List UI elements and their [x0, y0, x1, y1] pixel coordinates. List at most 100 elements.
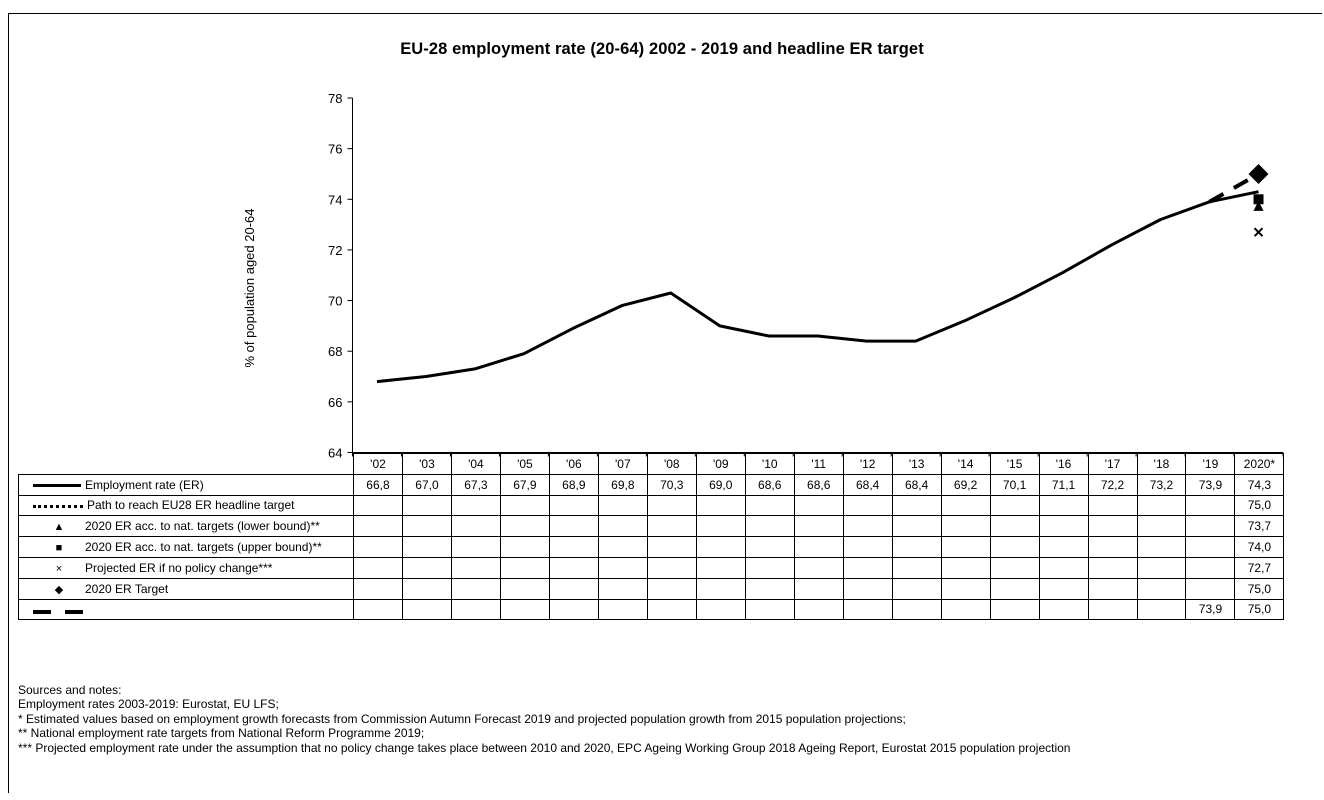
- data-cell: [450, 598, 501, 621]
- triangle-icon: ▲: [53, 521, 65, 534]
- data-cell: [842, 494, 893, 517]
- data-cell: [597, 515, 648, 538]
- data-cell: [1038, 577, 1089, 600]
- data-cell: [401, 536, 452, 558]
- data-cell: 68,9: [548, 473, 599, 496]
- data-cell: [401, 515, 452, 538]
- data-cell: [353, 556, 403, 579]
- data-cell: [891, 494, 942, 517]
- data-cell: [989, 515, 1040, 538]
- data-cell: [744, 556, 795, 579]
- series-label: Employment rate (ER): [18, 473, 354, 496]
- data-cell: [1087, 598, 1138, 621]
- table-header-cell: '04: [450, 453, 501, 475]
- table-header-cell: '16: [1038, 453, 1089, 475]
- data-cell: [989, 577, 1040, 600]
- note-line: *** Projected employment rate under the …: [18, 740, 1071, 755]
- data-cell: [1038, 494, 1089, 517]
- table-header-cell: '12: [842, 453, 893, 475]
- table-header-row: '02'03'04'05'06'07'08'09'10'11'12'13'14 '…: [19, 453, 1285, 475]
- data-cell: [1038, 515, 1089, 538]
- data-cell: [793, 556, 844, 579]
- series-label: ■ 2020 ER acc. to nat. targets (upper bou…: [18, 536, 354, 558]
- data-cell: [1185, 556, 1236, 579]
- table-row: ◆ 2020 ER Target 75,0: [18, 577, 1285, 600]
- data-cell: [842, 598, 893, 621]
- data-cell: [1136, 515, 1187, 538]
- data-cell: [353, 494, 403, 517]
- data-cell: [597, 494, 648, 517]
- data-cell: [353, 515, 403, 538]
- data-cell: [744, 536, 795, 558]
- data-cell: [1087, 515, 1138, 538]
- data-cell: [695, 598, 746, 621]
- data-cell: [695, 515, 746, 538]
- data-cell: [1136, 556, 1187, 579]
- data-cell: 73,2: [1136, 473, 1187, 496]
- marker-projected-no-policy: [1253, 227, 1264, 237]
- data-cell: [940, 494, 991, 517]
- data-cell: 75,0: [1234, 577, 1285, 600]
- data-cell: [597, 598, 648, 621]
- y-tick-label: 74: [328, 192, 342, 207]
- y-tick-label: 78: [328, 91, 342, 106]
- data-cell: [401, 598, 452, 621]
- data-cell: [1185, 536, 1236, 558]
- y-tick-label: 64: [328, 446, 342, 461]
- data-cell: 68,4: [842, 473, 893, 496]
- data-cell: [695, 494, 746, 517]
- data-table: '02'03'04'05'06'07'08'09'10'11'12'13'14 '…: [18, 453, 1285, 621]
- data-cell: [499, 494, 550, 517]
- data-cell: 72,7: [1234, 556, 1285, 579]
- marker-er-target: [1248, 163, 1269, 184]
- data-cell: [940, 577, 991, 600]
- data-cell: [1136, 598, 1187, 621]
- table-header-cell: 2020*: [1234, 453, 1285, 475]
- data-cell: [450, 577, 501, 600]
- data-cell: [548, 577, 599, 600]
- data-cell: [1038, 598, 1089, 621]
- data-cell: [695, 556, 746, 579]
- notes-heading: Sources and notes:: [18, 683, 122, 697]
- data-cell: [891, 556, 942, 579]
- data-cell: 67,3: [450, 473, 501, 496]
- table-header-cell: '02: [353, 453, 403, 475]
- series-label: ◆ 2020 ER Target: [18, 577, 354, 600]
- data-cell: [940, 515, 991, 538]
- data-cell: [793, 515, 844, 538]
- data-cell: [842, 577, 893, 600]
- series-name: 2020 ER acc. to nat. targets (lower boun…: [85, 519, 320, 534]
- data-cell: [353, 598, 403, 621]
- data-cell: [842, 536, 893, 558]
- data-cell: [1136, 536, 1187, 558]
- sources-notes: Sources and notes: Employment rates 2003…: [18, 683, 1070, 755]
- data-cell: [1087, 494, 1138, 517]
- data-cell: 68,4: [891, 473, 942, 496]
- table-header-cell: '03: [401, 453, 452, 475]
- series-name: Projected ER if no policy change***: [85, 560, 273, 575]
- data-cell: [401, 577, 452, 600]
- chart-plot: 64 66 68 70 72 74 76 78: [328, 91, 1284, 461]
- data-cell: [940, 598, 991, 621]
- data-cell: [1087, 536, 1138, 558]
- data-cell: [401, 494, 452, 517]
- table-header-cell: '15: [989, 453, 1040, 475]
- note-line: Employment rates 2003-2019: Eurostat, EU…: [18, 697, 279, 712]
- data-cell: 73,9: [1185, 598, 1236, 621]
- legend-dotted-line-icon: [33, 504, 83, 508]
- data-cell: [1185, 577, 1236, 600]
- table-header-cell: '09: [695, 453, 746, 475]
- table-header-cell: '05: [499, 453, 550, 475]
- data-cell: [1136, 577, 1187, 600]
- data-cell: 72,2: [1087, 473, 1138, 496]
- data-cell: [793, 598, 844, 621]
- data-cell: 66,8: [353, 473, 403, 496]
- table-header-cell: '18: [1136, 453, 1187, 475]
- data-cell: [744, 494, 795, 517]
- data-cell: [744, 577, 795, 600]
- data-cell: [450, 536, 501, 558]
- note-line: ** National employment rate targets from…: [18, 726, 425, 741]
- data-cell: 75,0: [1234, 598, 1285, 621]
- data-cell: [1136, 494, 1187, 517]
- table-header-cell: '07: [597, 453, 648, 475]
